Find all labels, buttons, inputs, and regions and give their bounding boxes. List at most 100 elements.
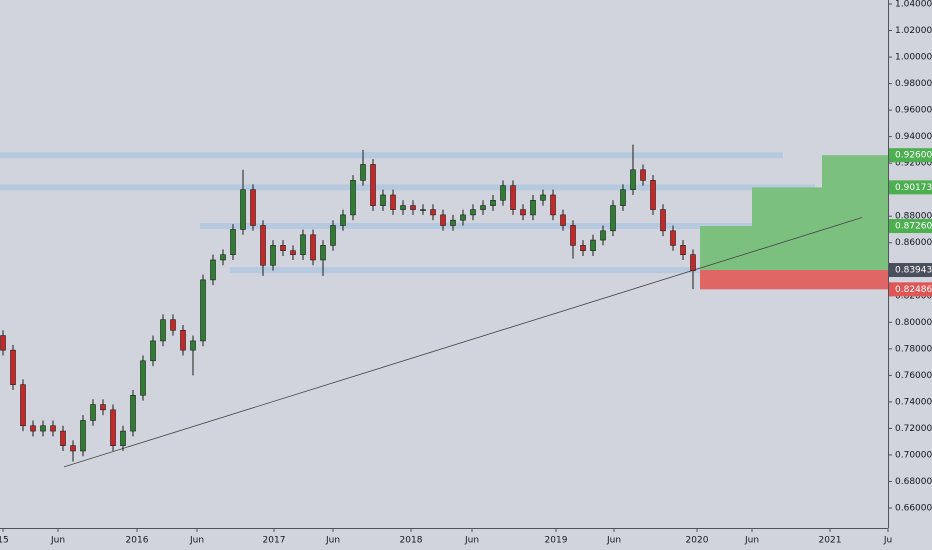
level-band	[0, 184, 815, 191]
candle-body	[160, 319, 166, 342]
candle-body	[370, 164, 376, 206]
candle-body	[120, 430, 126, 446]
y-tick-label: 0.78000	[895, 344, 932, 354]
candle-body	[50, 425, 56, 432]
y-tick-label: 0.96000	[895, 106, 932, 116]
candle-body	[250, 189, 256, 226]
candle-body	[590, 239, 596, 251]
x-tick-label: 2017	[263, 536, 286, 546]
y-tick-label: 0.88000	[895, 212, 932, 222]
y-tick-label: 0.80000	[895, 318, 932, 328]
price-tag-label: 0.83943	[895, 266, 932, 276]
candle-body	[290, 250, 296, 255]
y-tick-label: 0.70000	[895, 450, 932, 460]
price-tag	[889, 282, 932, 297]
candle-body	[460, 214, 466, 221]
candle-body	[300, 234, 306, 255]
candle-body	[480, 205, 486, 210]
y-tick-label: 0.72000	[895, 424, 932, 434]
candle-body	[340, 214, 346, 226]
level-band	[230, 267, 700, 274]
candle-body	[10, 349, 16, 385]
y-tick-label: 0.98000	[895, 79, 932, 89]
price-tag	[889, 180, 932, 195]
candle-body	[680, 245, 686, 255]
candle-body	[40, 425, 46, 432]
candle-body	[240, 189, 246, 230]
y-tick-label: 1.00000	[895, 53, 932, 63]
candle-body	[220, 254, 226, 261]
candle-body	[210, 259, 216, 281]
candle-body	[390, 194, 396, 210]
price-tag-label: 0.82486	[895, 285, 932, 295]
candle-body	[530, 199, 536, 216]
candle-body	[500, 185, 506, 201]
price-tag	[889, 219, 932, 234]
candle-body	[100, 404, 106, 411]
x-tick-label: Jun	[325, 536, 340, 546]
candle-body	[200, 279, 206, 342]
trendline	[63, 217, 863, 468]
y-tick-label: 0.92000	[895, 159, 932, 169]
candle-body	[90, 404, 96, 421]
price-tag	[889, 148, 932, 163]
y-tick-label: 0.68000	[895, 477, 932, 487]
candle-body	[0, 335, 6, 351]
x-tick-label: Jun	[606, 536, 621, 546]
loss-zone	[700, 270, 888, 290]
candle-body	[380, 194, 386, 206]
candle-body	[140, 360, 146, 396]
candle-body	[150, 340, 156, 362]
candle-body	[410, 205, 416, 210]
y-tick-label: 1.02000	[895, 26, 932, 36]
candle-body	[310, 234, 316, 261]
candle-body	[610, 205, 616, 232]
y-tick-label: 1.04000	[895, 0, 932, 10]
candle-body	[690, 254, 696, 271]
candle-body	[670, 230, 676, 246]
x-tick-label: Jun	[744, 536, 759, 546]
candle-body	[60, 430, 66, 446]
candle-body	[70, 445, 76, 452]
candle-body	[80, 420, 86, 452]
x-tick-label: 2020	[686, 536, 709, 546]
candle-body	[570, 225, 576, 246]
x-tick-label: 2018	[400, 536, 423, 546]
x-tick-label: Jun	[464, 536, 479, 546]
x-tick-label: Ju	[883, 536, 892, 546]
candle-body	[540, 194, 546, 201]
level-band	[200, 223, 888, 230]
y-tick-label: 0.86000	[895, 238, 932, 248]
candle-body	[600, 230, 606, 241]
candle-body	[620, 189, 626, 206]
candle-body	[130, 394, 136, 432]
candle-body	[630, 169, 636, 190]
candle-body	[320, 245, 326, 261]
price-tag	[889, 263, 932, 278]
candle-body	[580, 245, 586, 251]
x-tick-label: 2016	[126, 536, 149, 546]
candle-body	[20, 384, 26, 427]
y-tick-label: 0.76000	[895, 371, 932, 381]
candle-body	[110, 409, 116, 446]
candle-body	[470, 209, 476, 216]
candle-body	[560, 214, 566, 226]
price-tag-label: 0.92600	[895, 151, 932, 161]
candle-body	[550, 194, 556, 216]
candle-body	[190, 340, 196, 351]
price-tag-label: 0.90173	[895, 183, 932, 193]
candle-body	[360, 164, 366, 181]
candle-body	[490, 199, 496, 206]
candle-body	[400, 205, 406, 210]
y-tick-label: 0.74000	[895, 397, 932, 407]
x-tick-label: Jun	[189, 536, 204, 546]
price-tag-label: 0.87260	[895, 222, 932, 232]
x-tick-label: 2021	[819, 536, 842, 546]
level-band	[0, 152, 783, 159]
y-tick-label: 0.66000	[895, 504, 932, 514]
x-tick-label: 2019	[545, 536, 568, 546]
candle-body	[170, 319, 176, 331]
candle-body	[350, 180, 356, 216]
